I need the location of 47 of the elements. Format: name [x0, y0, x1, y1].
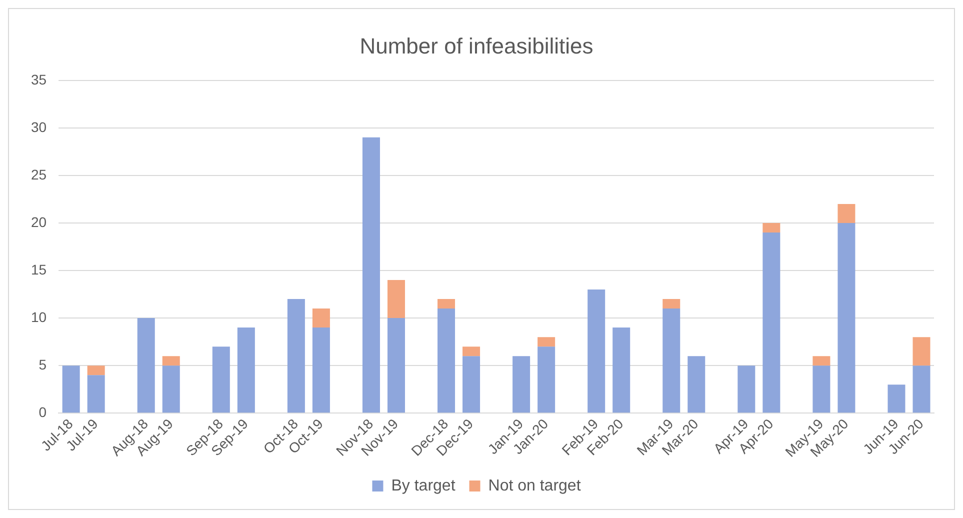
bar [438, 299, 456, 309]
bar [438, 308, 456, 413]
bar [87, 366, 105, 376]
chart-title: Number of infeasibilities [360, 33, 594, 58]
bar [62, 366, 80, 413]
bar [462, 356, 480, 413]
y-tick-label: 5 [38, 356, 47, 372]
bar [588, 290, 606, 413]
bar [838, 204, 856, 223]
bar [362, 137, 380, 413]
bar [212, 346, 230, 413]
y-tick-label: 10 [30, 308, 47, 325]
bar [137, 318, 155, 413]
bar [662, 308, 680, 413]
bar [462, 346, 480, 356]
bar [312, 308, 330, 328]
bar [762, 232, 780, 413]
bar [538, 346, 556, 413]
bar [387, 280, 405, 318]
legend-label: Not on target [488, 477, 582, 494]
bar [912, 337, 930, 366]
y-tick-label: 35 [30, 71, 47, 88]
bar [838, 222, 856, 413]
bar [812, 356, 830, 366]
bar [538, 337, 556, 347]
y-tick-label: 15 [30, 261, 47, 278]
bar [162, 356, 180, 366]
bar [287, 299, 305, 413]
bar [688, 356, 706, 413]
bar [87, 375, 105, 413]
bar [387, 318, 405, 413]
bar [612, 328, 630, 413]
y-tick-label: 25 [30, 166, 47, 182]
bar [237, 328, 255, 413]
y-tick-label: 30 [30, 118, 47, 135]
y-tick-label: 0 [38, 404, 47, 420]
bar [912, 366, 930, 413]
bar [662, 299, 680, 309]
bar [888, 384, 906, 413]
bar [812, 366, 830, 413]
bar [738, 366, 756, 413]
bar [512, 356, 530, 413]
y-tick-label: 20 [30, 214, 47, 230]
bar [312, 328, 330, 413]
bar [162, 366, 180, 413]
legend-label: By target [391, 477, 456, 494]
bar [762, 222, 780, 232]
